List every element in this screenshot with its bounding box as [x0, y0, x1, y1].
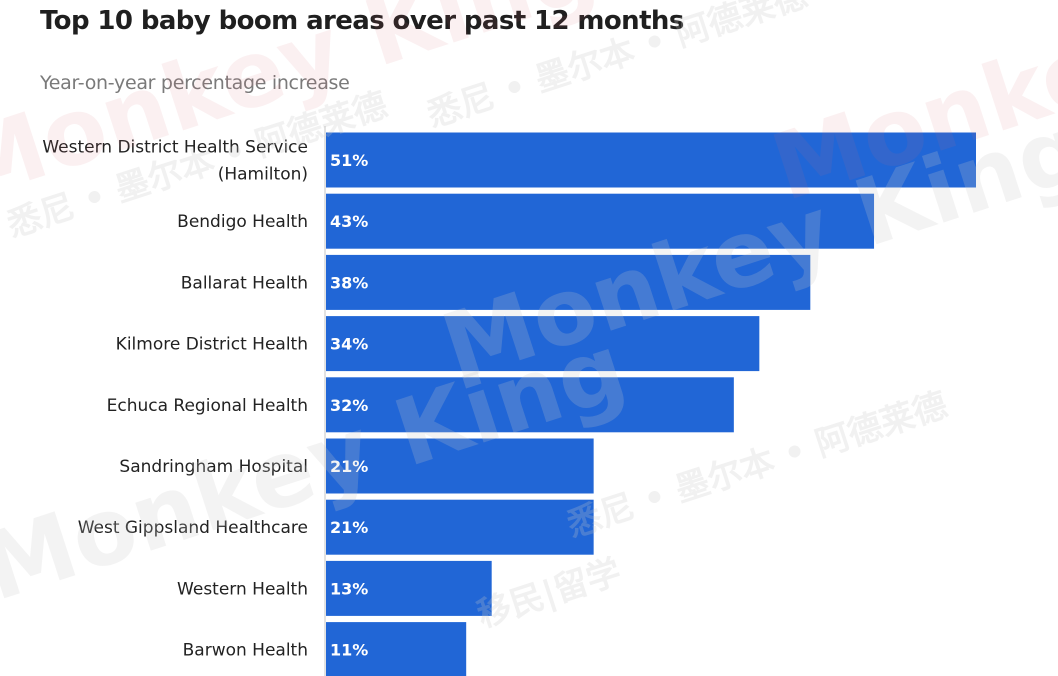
category-label: Kilmore District Health [116, 335, 308, 355]
category-label: Ballarat Health [181, 273, 308, 293]
bar-value-label: 32% [330, 396, 368, 415]
bar-value-label: 34% [330, 335, 368, 354]
bar [326, 377, 734, 433]
bar [326, 438, 594, 494]
bar-value-label: 21% [330, 518, 368, 537]
bar-value-label: 38% [330, 273, 368, 292]
category-label: Barwon Health [183, 641, 308, 661]
category-label: Western District Health Service [42, 138, 308, 158]
bar-value-label: 13% [330, 579, 368, 598]
chart-subtitle: Year-on-year percentage increase [40, 72, 350, 94]
category-label: West Gippsland Healthcare [78, 518, 308, 538]
bar [326, 254, 811, 310]
bar [326, 193, 875, 249]
bar-value-label: 43% [330, 212, 368, 231]
bar [326, 316, 760, 372]
category-label: Western Health [177, 579, 308, 599]
bar [326, 132, 976, 188]
bar [326, 560, 492, 616]
bar-value-label: 21% [330, 457, 368, 476]
bar-value-label: 51% [330, 151, 368, 170]
category-label: Echuca Regional Health [107, 396, 308, 416]
category-label: Sandringham Hospital [119, 457, 308, 477]
category-label: (Hamilton) [218, 165, 308, 185]
bar [326, 499, 594, 555]
bar-value-label: 11% [330, 641, 368, 660]
category-label: Bendigo Health [177, 212, 308, 232]
chart-title: Top 10 baby boom areas over past 12 mont… [40, 6, 684, 36]
bar [326, 622, 467, 676]
